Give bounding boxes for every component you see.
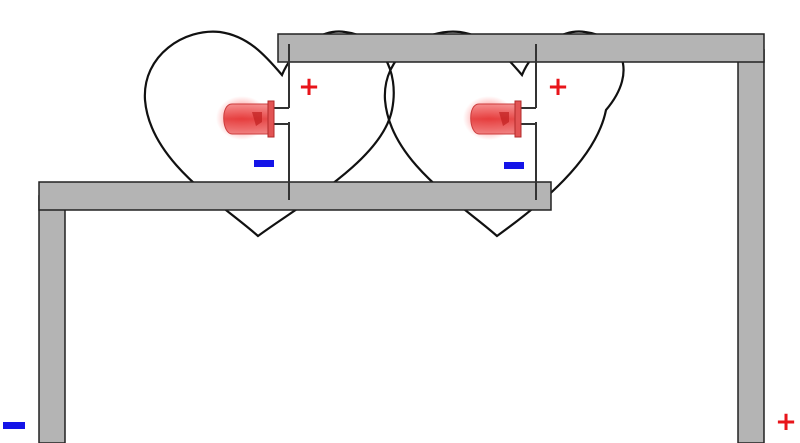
- led-right-minus-sign: [504, 162, 524, 169]
- led-right-anvil: [499, 112, 509, 126]
- heart-left-outline: [143, 30, 395, 238]
- heart-right-outline: [383, 30, 625, 238]
- led-left-minus-sign: [254, 160, 274, 167]
- right-leg-rail: [737, 49, 765, 443]
- bottom-rail: [38, 181, 552, 211]
- led-right-flange: [514, 100, 522, 138]
- led-right-body: [470, 103, 522, 135]
- led-left: [216, 96, 275, 140]
- left-leg-rail: [38, 195, 66, 443]
- battery-minus-sign: [3, 422, 25, 429]
- led-right: [463, 96, 522, 140]
- battery-plus-sign: +: [775, 407, 797, 437]
- led-left-flange: [267, 100, 275, 138]
- led-left-body: [223, 103, 275, 135]
- led-left-anvil: [252, 112, 262, 126]
- led-left-plus-sign: +: [298, 72, 320, 102]
- top-rail: [277, 33, 765, 63]
- led-right-plus-sign: +: [547, 72, 569, 102]
